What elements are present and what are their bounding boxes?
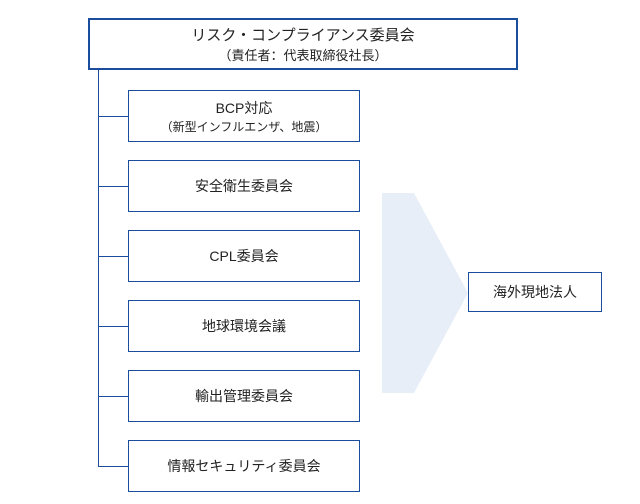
child-title: 安全衛生委員会 <box>195 176 293 196</box>
child-node: 安全衛生委員会 <box>128 160 360 212</box>
branch-connector <box>98 256 128 257</box>
child-node: 輸出管理委員会 <box>128 370 360 422</box>
branch-connector <box>98 396 128 397</box>
child-subtitle: （新型インフルエンザ、地震） <box>161 118 328 135</box>
branch-connector <box>98 326 128 327</box>
child-title: 輸出管理委員会 <box>195 386 293 406</box>
arrow-icon <box>382 193 468 393</box>
branch-connector <box>98 186 128 187</box>
branch-connector <box>98 116 128 117</box>
child-title: 地球環境会議 <box>202 316 286 336</box>
child-title: BCP対応 <box>216 98 273 118</box>
right-node: 海外現地法人 <box>468 272 602 312</box>
branch-connector <box>98 466 128 467</box>
child-node: 地球環境会議 <box>128 300 360 352</box>
trunk-connector <box>98 70 99 466</box>
child-title: 情報セキュリティ委員会 <box>167 456 320 476</box>
parent-node: リスク・コンプライアンス委員会 （責任者：代表取締役社長） <box>88 18 518 70</box>
child-node: CPL委員会 <box>128 230 360 282</box>
right-label: 海外現地法人 <box>493 282 577 302</box>
child-node: BCP対応（新型インフルエンザ、地震） <box>128 90 360 142</box>
child-title: CPL委員会 <box>209 246 278 266</box>
parent-title: リスク・コンプライアンス委員会 <box>191 24 414 45</box>
child-node: 情報セキュリティ委員会 <box>128 440 360 492</box>
parent-subtitle: （責任者：代表取締役社長） <box>218 45 387 64</box>
